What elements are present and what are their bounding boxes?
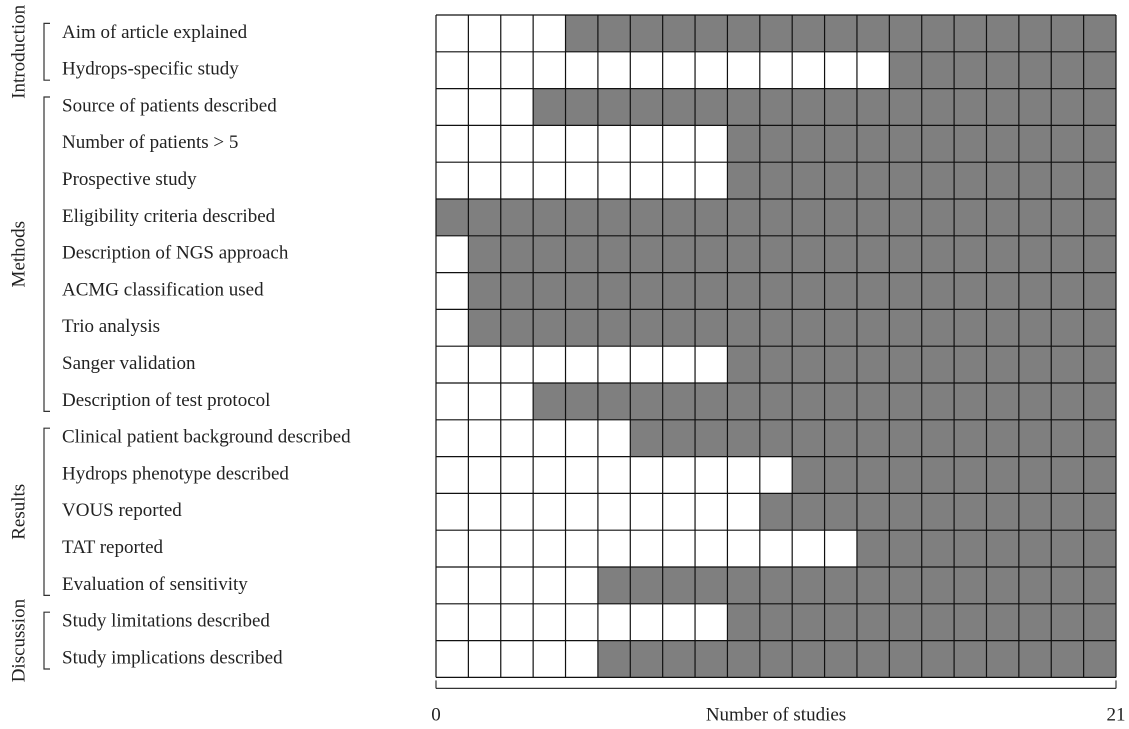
bar xyxy=(889,51,1116,89)
row-label: Eligibility criteria described xyxy=(62,206,276,227)
bar xyxy=(630,419,1116,457)
group-label: Introduction xyxy=(8,4,29,98)
row-label: Clinical patient background described xyxy=(62,427,351,448)
x-axis-label: Number of studies xyxy=(706,704,846,725)
group-label: Results xyxy=(8,484,29,540)
row-label: Aim of article explained xyxy=(62,22,248,43)
row-label: Sanger validation xyxy=(62,353,196,374)
x-tick-label: 0 xyxy=(431,704,441,725)
bar xyxy=(565,15,1116,52)
row-label: Hydrops phenotype described xyxy=(62,463,289,484)
row-label: Hydrops-specific study xyxy=(62,59,239,80)
row-label: VOUS reported xyxy=(62,500,182,521)
row-label: TAT reported xyxy=(62,537,164,558)
row-label: Study implications described xyxy=(62,647,283,668)
group-label: Discussion xyxy=(8,598,29,682)
row-label: Number of patients > 5 xyxy=(62,132,238,153)
row-label: Source of patients described xyxy=(62,95,277,116)
bar xyxy=(436,199,1116,236)
row-label: Description of NGS approach xyxy=(62,243,289,264)
bar xyxy=(759,493,1116,531)
group-bracket xyxy=(43,611,50,670)
row-label: Evaluation of sensitivity xyxy=(62,574,248,595)
row-label: Trio analysis xyxy=(62,316,160,337)
row-label: Study limitations described xyxy=(62,611,270,632)
row-label: Prospective study xyxy=(62,169,197,190)
group-bracket xyxy=(43,96,50,412)
x-tick-label: 21 xyxy=(1107,704,1126,725)
group-bracket xyxy=(43,427,50,596)
row-label: Description of test protocol xyxy=(62,390,270,411)
row-label: ACMG classification used xyxy=(62,279,264,300)
group-label: Methods xyxy=(8,221,29,288)
group-bracket xyxy=(43,22,50,81)
